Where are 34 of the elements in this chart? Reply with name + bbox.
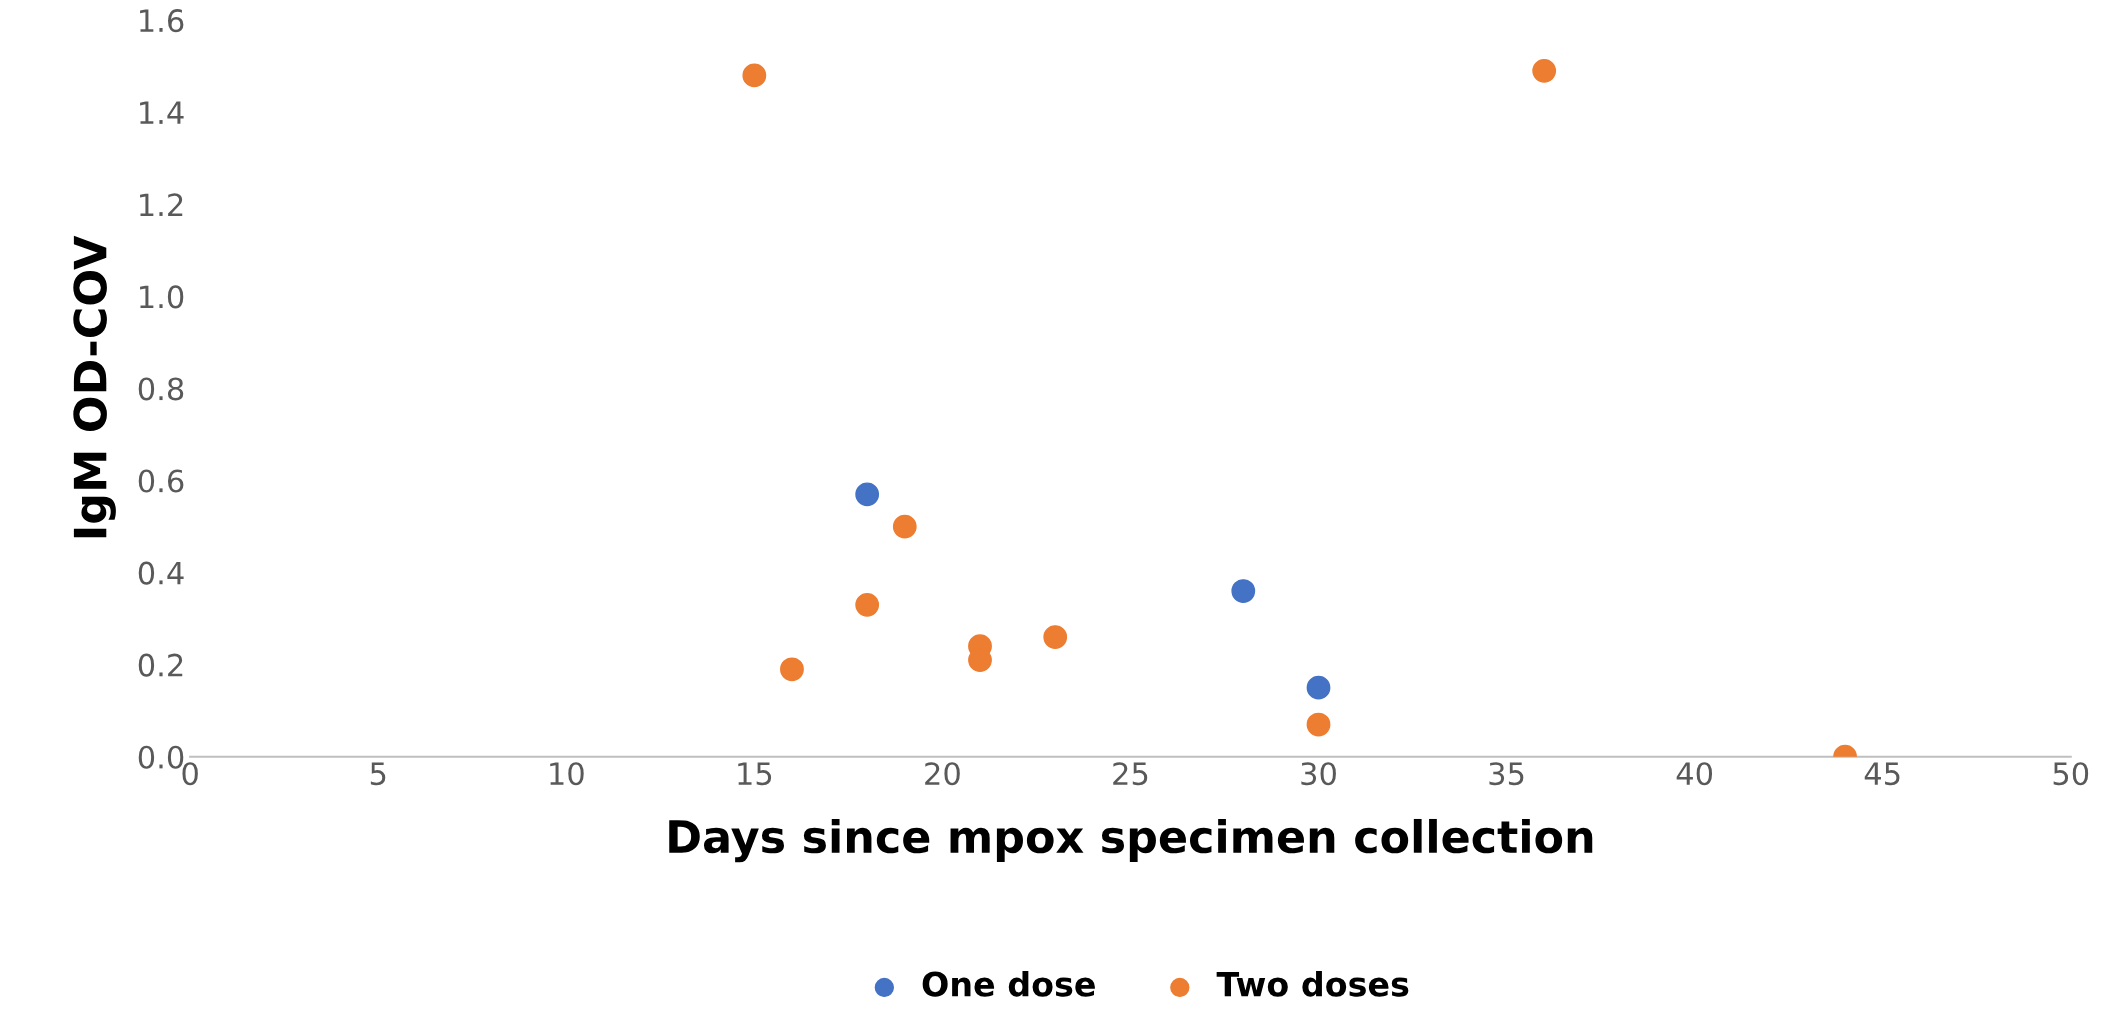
y-tick-label: 0.4 [138,561,184,585]
point [855,482,880,507]
x-tick-label: 10 [550,762,584,786]
y-tick-label: 1.2 [140,193,183,216]
x-axis-title: Days since mpox specimen collection [669,818,1593,863]
legend-label: Two doses [1216,970,1409,997]
point [1306,712,1331,737]
y-tick-label: 0.2 [138,653,183,677]
point [855,592,880,617]
x-tick-label: 5 [370,762,386,786]
x-tick-label: 35 [1489,762,1524,786]
y-tick-label: 1.0 [140,285,184,309]
point [892,514,917,539]
y-tick-label: 0.6 [138,469,184,493]
legend-label: One dose [922,970,1095,997]
x-tick-label: 25 [1113,762,1148,786]
point [742,63,767,88]
point [1306,675,1331,700]
y-axis-title: IgM OD-COV [73,235,116,538]
y-tick-label: 0.8 [138,377,184,401]
y-tick-label: 1.4 [140,101,184,124]
point [1231,579,1256,603]
y-tick-label: 0.0 [138,745,184,769]
x-tick-label: 45 [1864,762,1900,786]
y-tick-label: 1.6 [140,9,184,33]
x-tick-label: 50 [2053,762,2089,786]
x-tick-label: 40 [1676,762,1713,786]
point [780,657,804,682]
x-tick-label: 15 [738,762,772,786]
x-tick-label: 30 [1301,762,1336,786]
point [1043,625,1068,649]
x-tick-label: 0 [182,762,198,786]
x-tick-label: 20 [925,762,960,786]
point [1532,58,1557,83]
